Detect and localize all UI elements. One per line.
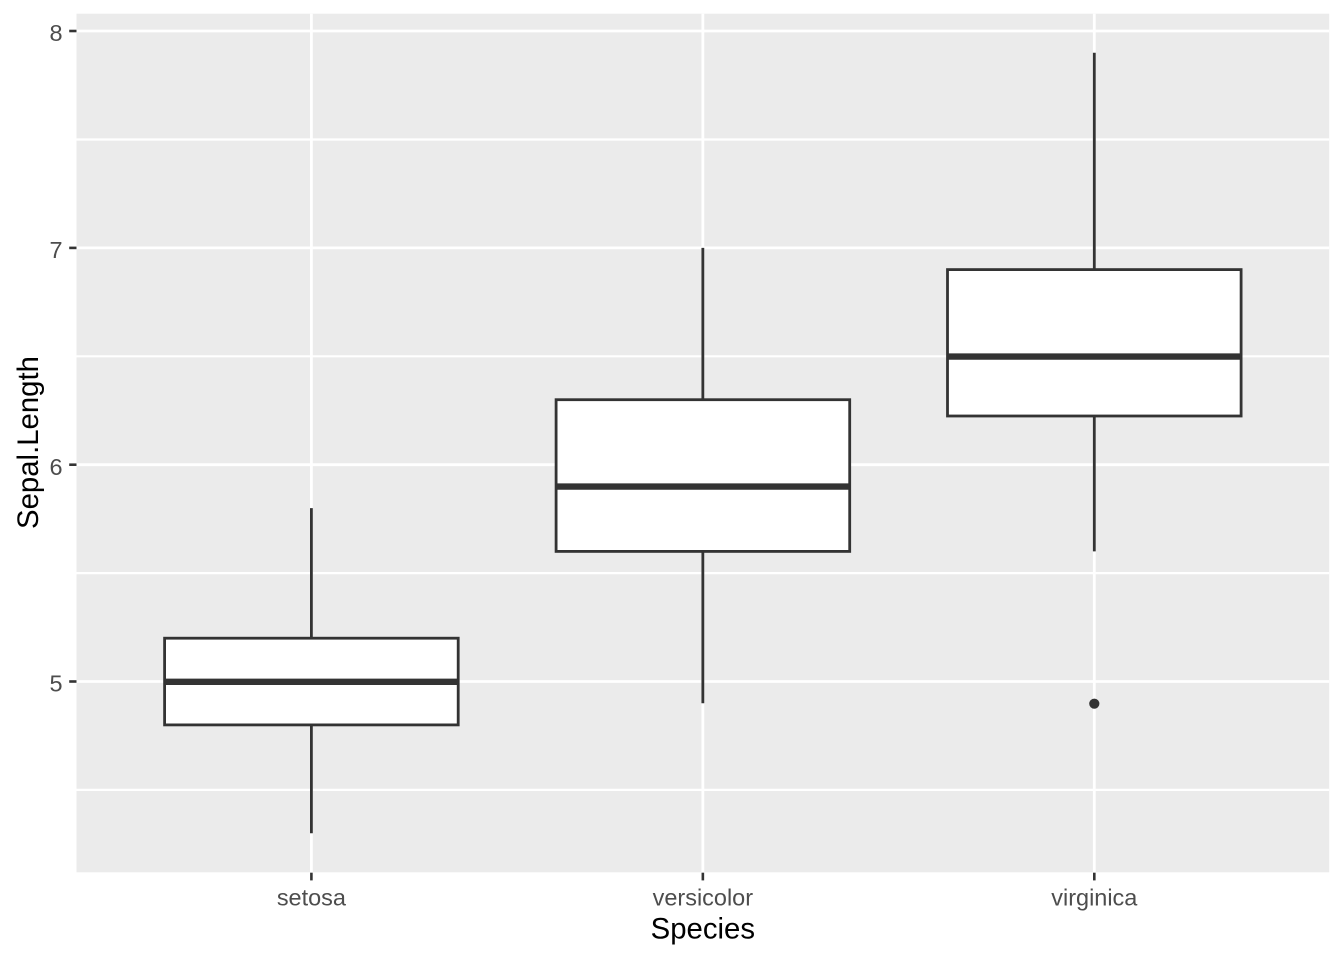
svg-text:versicolor: versicolor bbox=[653, 885, 754, 911]
svg-text:8: 8 bbox=[50, 20, 63, 46]
svg-text:6: 6 bbox=[50, 454, 63, 480]
svg-text:Sepal.Length: Sepal.Length bbox=[12, 356, 45, 529]
svg-text:Species: Species bbox=[651, 913, 755, 946]
svg-text:virginica: virginica bbox=[1051, 885, 1138, 911]
svg-text:setosa: setosa bbox=[277, 885, 347, 911]
svg-text:7: 7 bbox=[50, 237, 63, 263]
svg-text:5: 5 bbox=[50, 671, 63, 697]
